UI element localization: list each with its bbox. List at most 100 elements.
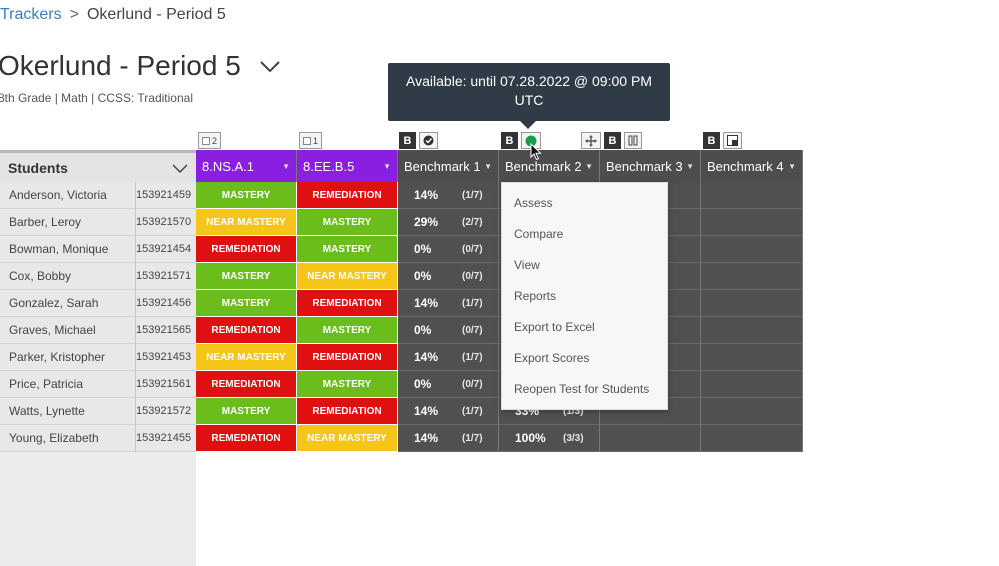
title-row: Okerlund - Period 5 (0, 50, 281, 82)
benchmark-1-cell[interactable]: 0% (0/7) (398, 317, 499, 344)
mastery-cell[interactable]: REMEDIATION (297, 182, 398, 209)
mastery-cell[interactable]: NEAR MASTERY (196, 344, 297, 371)
menu-item-assess[interactable]: Assess (514, 195, 553, 210)
mastery-cell[interactable]: NEAR MASTERY (297, 263, 398, 290)
benchmark-4-cell[interactable] (701, 290, 803, 317)
calendar-icon[interactable] (723, 132, 742, 149)
column-header-standard-1[interactable]: 8.NS.A.1 ▼ (196, 150, 297, 182)
student-name: Graves, Michael (0, 317, 136, 344)
benchmark-1-cell[interactable]: 14% (1/7) (398, 425, 499, 452)
menu-item-reports[interactable]: Reports (514, 288, 557, 303)
score-percent: 29% (414, 215, 439, 229)
chevron-down-icon[interactable] (259, 55, 281, 77)
students-header[interactable]: Students (0, 150, 196, 182)
student-row[interactable]: Parker, Kristopher 153921453 (0, 344, 196, 371)
selection-count-chip[interactable]: 2 (198, 132, 222, 149)
bold-chip[interactable]: B (604, 132, 621, 149)
benchmark-4-cell[interactable] (701, 209, 803, 236)
mastery-cell[interactable]: MASTERY (196, 290, 297, 317)
column-header-benchmark-3[interactable]: Benchmark 3 ▼ (600, 150, 701, 182)
bold-chip[interactable]: B (703, 132, 720, 149)
student-row[interactable]: Bowman, Monique 153921454 (0, 236, 196, 263)
menu-item-compare[interactable]: Compare (514, 226, 564, 241)
bold-chip[interactable]: B (501, 132, 518, 149)
column-1-toolbar: 2 (198, 132, 222, 150)
caret-down-icon[interactable]: ▼ (484, 161, 492, 171)
mastery-cell[interactable]: REMEDIATION (196, 236, 297, 263)
benchmark-1-cell[interactable]: 14% (1/7) (398, 344, 499, 371)
bold-chip[interactable]: B (399, 132, 416, 149)
student-row[interactable]: Graves, Michael 153921565 (0, 317, 196, 344)
selection-count-chip[interactable]: 1 (299, 132, 323, 149)
benchmark-1-cell[interactable]: 0% (0/7) (398, 236, 499, 263)
mastery-cell[interactable]: MASTERY (297, 317, 398, 344)
mastery-cell[interactable]: REMEDIATION (297, 344, 398, 371)
caret-down-icon[interactable]: ▼ (383, 161, 391, 171)
mastery-cell[interactable]: MASTERY (297, 371, 398, 398)
mastery-cell[interactable]: REMEDIATION (297, 290, 398, 317)
mastery-cell[interactable]: REMEDIATION (196, 371, 297, 398)
caret-down-icon[interactable]: ▼ (686, 161, 694, 171)
benchmark-1-cell[interactable]: 0% (0/7) (398, 263, 499, 290)
student-row[interactable]: Barber, Leroy 153921570 (0, 209, 196, 236)
student-row[interactable]: Young, Elizabeth 153921455 (0, 425, 196, 452)
caret-down-icon[interactable]: ▼ (788, 161, 796, 171)
benchmark-1-cell[interactable]: 14% (1/7) (398, 398, 499, 425)
score-fraction: (1/7) (462, 297, 483, 309)
mastery-cell[interactable]: REMEDIATION (297, 398, 398, 425)
student-name: Bowman, Monique (0, 236, 136, 263)
move-icon[interactable] (581, 132, 601, 149)
mastery-cell[interactable]: MASTERY (297, 236, 398, 263)
benchmark-4-cell[interactable] (701, 236, 803, 263)
menu-item-reopen-test-for-students[interactable]: Reopen Test for Students (514, 381, 650, 396)
benchmark-3-cell[interactable] (600, 425, 701, 452)
benchmark-1-cell[interactable]: 14% (1/7) (398, 290, 499, 317)
caret-down-icon[interactable]: ▼ (585, 161, 593, 171)
mastery-cell[interactable]: MASTERY (196, 398, 297, 425)
benchmark-4-cell[interactable] (701, 371, 803, 398)
menu-item-view[interactable]: View (514, 257, 540, 272)
benchmark-4-toolbar: B (703, 132, 742, 150)
page-subtitle: 8th Grade | Math | CCSS: Traditional (0, 91, 193, 105)
mastery-cell[interactable]: NEAR MASTERY (196, 209, 297, 236)
score-percent: 0% (414, 323, 432, 337)
benchmark-4-cell[interactable] (701, 182, 803, 209)
menu-item-export-to-excel[interactable]: Export to Excel (514, 319, 595, 334)
student-id: 153921456 (136, 290, 196, 317)
pause-icon[interactable] (624, 132, 642, 149)
mastery-cell[interactable]: REMEDIATION (196, 317, 297, 344)
column-header-benchmark-4[interactable]: Benchmark 4 ▼ (701, 150, 803, 182)
student-row[interactable]: Watts, Lynette 153921572 (0, 398, 196, 425)
benchmark-4-cell[interactable] (701, 344, 803, 371)
benchmark-4-cell[interactable] (701, 398, 803, 425)
breadcrumb-trackers-link[interactable]: Trackers (0, 6, 62, 23)
column-header-benchmark-1[interactable]: Benchmark 1 ▼ (398, 150, 499, 182)
checkmark-circle-icon[interactable] (419, 132, 438, 149)
mastery-cell[interactable]: MASTERY (196, 263, 297, 290)
chevron-down-icon[interactable] (172, 160, 188, 176)
mastery-cell[interactable]: MASTERY (196, 182, 297, 209)
column-header-benchmark-2[interactable]: Benchmark 2 ▼ (499, 150, 600, 182)
column-header-standard-2[interactable]: 8.EE.B.5 ▼ (297, 150, 398, 182)
caret-down-icon[interactable]: ▼ (282, 161, 290, 171)
student-name: Watts, Lynette (0, 398, 136, 425)
menu-item-export-scores[interactable]: Export Scores (514, 350, 590, 365)
benchmark-1-cell[interactable]: 0% (0/7) (398, 371, 499, 398)
student-row[interactable]: Cox, Bobby 153921571 (0, 263, 196, 290)
score-percent: 0% (414, 269, 432, 283)
mastery-cell[interactable]: REMEDIATION (196, 425, 297, 452)
student-id: 153921572 (136, 398, 196, 425)
benchmark-1-cell[interactable]: 14% (1/7) (398, 182, 499, 209)
student-name: Price, Patricia (0, 371, 136, 398)
student-row[interactable]: Anderson, Victoria 153921459 (0, 182, 196, 209)
benchmark-4-cell[interactable] (701, 263, 803, 290)
student-row[interactable]: Gonzalez, Sarah 153921456 (0, 290, 196, 317)
tooltip-arrow (519, 120, 537, 129)
student-row[interactable]: Price, Patricia 153921561 (0, 371, 196, 398)
benchmark-2-cell[interactable]: 100% (3/3) (499, 425, 600, 452)
benchmark-1-cell[interactable]: 29% (2/7) (398, 209, 499, 236)
mastery-cell[interactable]: NEAR MASTERY (297, 425, 398, 452)
benchmark-4-cell[interactable] (701, 425, 803, 452)
benchmark-4-cell[interactable] (701, 317, 803, 344)
mastery-cell[interactable]: MASTERY (297, 209, 398, 236)
